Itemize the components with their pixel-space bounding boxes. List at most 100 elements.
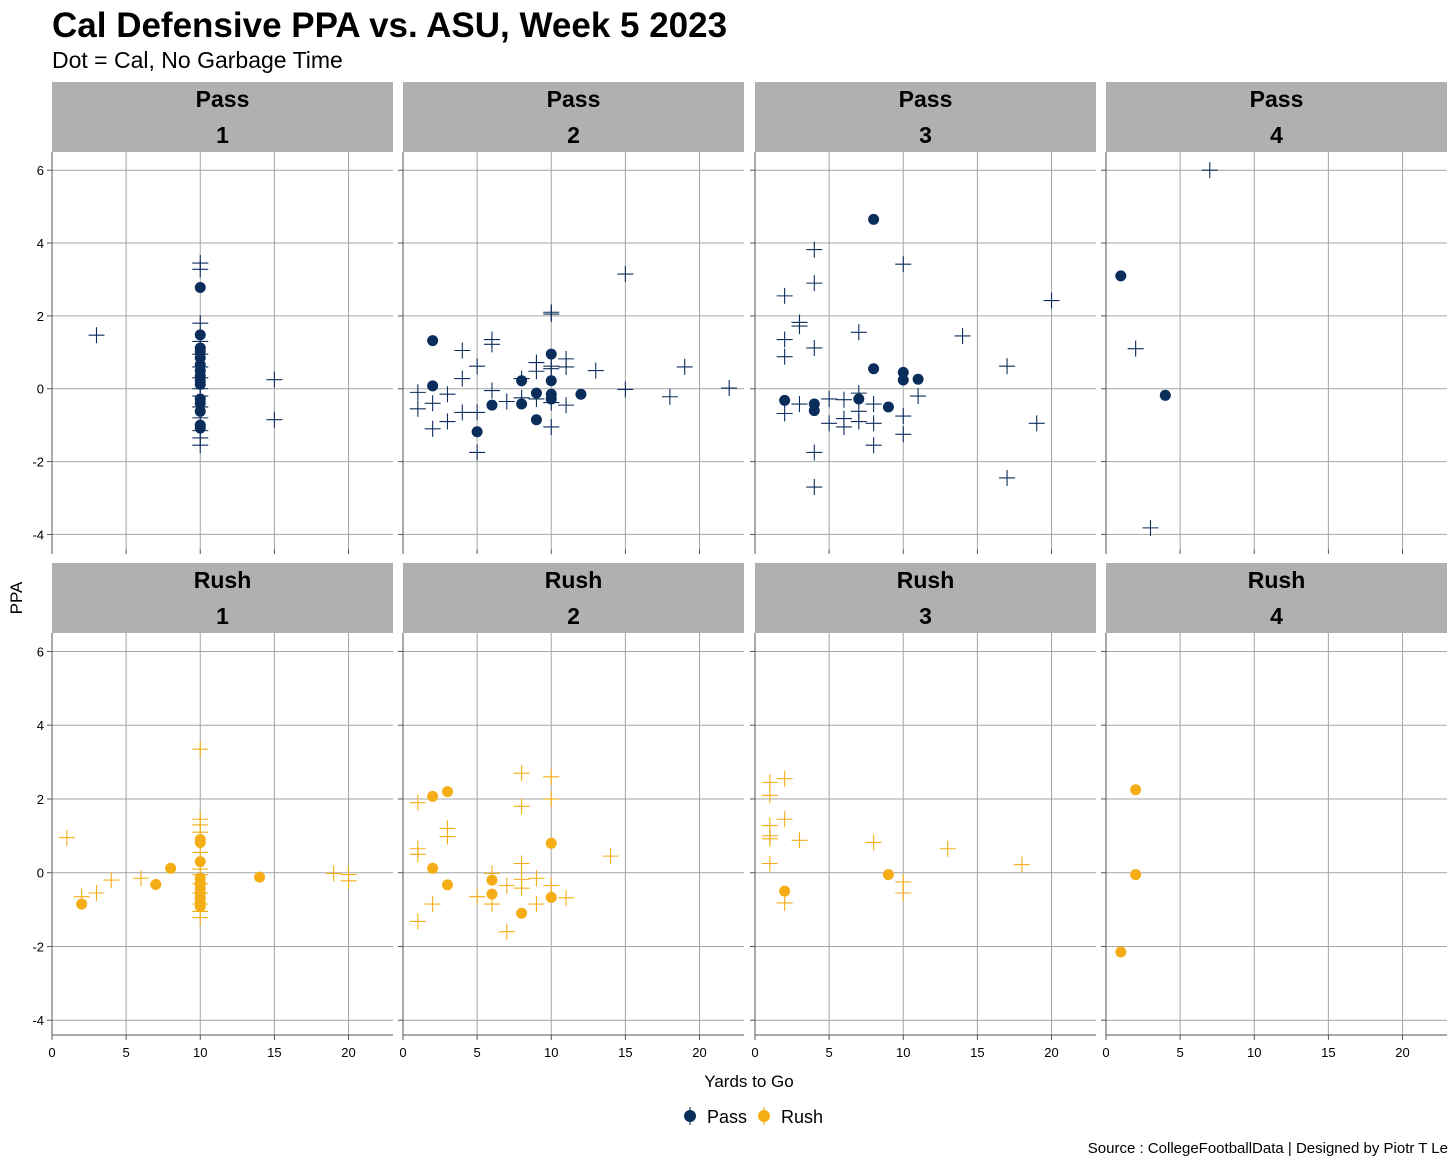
x-tick-label: 10 bbox=[544, 1045, 558, 1060]
data-point-dot bbox=[882, 869, 894, 881]
data-point-dot bbox=[516, 375, 528, 387]
facet-strip-type-label: Rush bbox=[194, 567, 252, 593]
facet-strip-down-label: 1 bbox=[216, 122, 229, 148]
x-tick-label: 15 bbox=[267, 1045, 281, 1060]
data-point-dot bbox=[808, 405, 820, 417]
data-point-dot bbox=[427, 862, 439, 874]
data-point-dot bbox=[545, 891, 557, 903]
source-caption: Source : CollegeFootballData | Designed … bbox=[1087, 1140, 1448, 1157]
x-tick-label: 15 bbox=[970, 1045, 984, 1060]
data-point-dot bbox=[530, 387, 542, 399]
data-point-dot bbox=[530, 414, 542, 426]
y-tick-label: -4 bbox=[32, 527, 44, 542]
data-point-dot bbox=[194, 836, 206, 848]
y-tick-label: 2 bbox=[37, 309, 44, 324]
facet-strip bbox=[755, 563, 1096, 633]
legend-label: Pass bbox=[707, 1107, 747, 1127]
x-tick-label: 20 bbox=[1395, 1045, 1409, 1060]
x-tick-label: 0 bbox=[48, 1045, 55, 1060]
y-tick-label: -4 bbox=[32, 1013, 44, 1028]
facet-strip-down-label: 4 bbox=[1270, 122, 1283, 148]
data-point-dot bbox=[441, 879, 453, 891]
x-tick-label: 20 bbox=[692, 1045, 706, 1060]
data-point-dot bbox=[254, 871, 266, 883]
x-tick-label: 0 bbox=[399, 1045, 406, 1060]
x-tick-label: 5 bbox=[1177, 1045, 1184, 1060]
data-point-dot bbox=[897, 374, 909, 386]
data-point-dot bbox=[165, 862, 177, 874]
data-point-dot bbox=[868, 363, 880, 375]
legend-label: Rush bbox=[781, 1107, 823, 1127]
data-point-dot bbox=[427, 380, 439, 392]
data-point-dot bbox=[486, 888, 498, 900]
data-point-dot bbox=[194, 378, 206, 390]
facet-strip bbox=[1106, 82, 1447, 152]
data-point-dot bbox=[1115, 946, 1127, 958]
data-point-dot bbox=[545, 375, 557, 387]
facet-strip bbox=[755, 82, 1096, 152]
data-point-dot bbox=[516, 398, 528, 410]
data-point-dot bbox=[882, 401, 894, 413]
facet-strip-type-label: Pass bbox=[899, 86, 953, 112]
data-point-dot bbox=[516, 907, 528, 919]
chart-title: Cal Defensive PPA vs. ASU, Week 5 2023 bbox=[52, 6, 728, 45]
data-point-dot bbox=[779, 885, 791, 897]
data-point-dot bbox=[1115, 270, 1127, 282]
legend-key-dot bbox=[684, 1110, 696, 1122]
x-tick-label: 5 bbox=[826, 1045, 833, 1060]
data-point-dot bbox=[545, 837, 557, 849]
facet-strip-down-label: 3 bbox=[919, 603, 932, 629]
x-tick-label: 5 bbox=[474, 1045, 481, 1060]
x-tick-label: 20 bbox=[1044, 1045, 1058, 1060]
data-point-dot bbox=[545, 393, 557, 405]
data-point-dot bbox=[486, 399, 498, 411]
data-point-dot bbox=[150, 879, 162, 891]
data-point-dot bbox=[1130, 869, 1142, 881]
x-tick-label: 15 bbox=[1321, 1045, 1335, 1060]
data-point-dot bbox=[779, 394, 791, 406]
facet-strip-down-label: 4 bbox=[1270, 603, 1283, 629]
y-tick-label: 2 bbox=[37, 792, 44, 807]
x-tick-label: 0 bbox=[751, 1045, 758, 1060]
data-point-dot bbox=[575, 388, 587, 400]
y-axis-title: PPA bbox=[7, 581, 26, 614]
x-tick-label: 10 bbox=[896, 1045, 910, 1060]
facet-strip-down-label: 2 bbox=[567, 122, 580, 148]
data-point-dot bbox=[194, 405, 206, 417]
data-point-dot bbox=[194, 901, 206, 913]
facet-strip-down-label: 1 bbox=[216, 603, 229, 629]
y-tick-label: -2 bbox=[32, 455, 44, 470]
facet-strip bbox=[1106, 563, 1447, 633]
data-point-dot bbox=[194, 397, 206, 409]
x-tick-label: 0 bbox=[1102, 1045, 1109, 1060]
legend-key-dot bbox=[758, 1110, 770, 1122]
data-point-dot bbox=[897, 366, 909, 378]
data-point-dot bbox=[441, 786, 453, 798]
x-axis-title: Yards to Go bbox=[704, 1072, 793, 1091]
data-point-dot bbox=[194, 281, 206, 293]
data-point-dot bbox=[853, 393, 865, 405]
facet-strip-down-label: 2 bbox=[567, 603, 580, 629]
facet-strip-type-label: Pass bbox=[547, 86, 601, 112]
x-tick-label: 10 bbox=[193, 1045, 207, 1060]
chart-subtitle: Dot = Cal, No Garbage Time bbox=[52, 47, 343, 73]
y-tick-label: 0 bbox=[37, 866, 44, 881]
y-tick-label: 4 bbox=[37, 718, 44, 733]
data-point-dot bbox=[427, 335, 439, 347]
y-tick-label: 4 bbox=[37, 236, 44, 251]
facet-strip bbox=[52, 82, 393, 152]
facet-strip-type-label: Rush bbox=[545, 567, 603, 593]
data-point-dot bbox=[868, 213, 880, 225]
data-point-dot bbox=[194, 856, 206, 868]
data-point-dot bbox=[1130, 784, 1142, 796]
facet-strip-type-label: Rush bbox=[1248, 567, 1306, 593]
facet-strip-down-label: 3 bbox=[919, 122, 932, 148]
y-tick-label: -2 bbox=[32, 939, 44, 954]
x-tick-label: 5 bbox=[123, 1045, 130, 1060]
data-point-dot bbox=[1159, 389, 1171, 401]
facet-strip-type-label: Pass bbox=[196, 86, 250, 112]
facet-strip-type-label: Rush bbox=[897, 567, 955, 593]
data-point-dot bbox=[194, 329, 206, 341]
data-point-dot bbox=[194, 422, 206, 434]
